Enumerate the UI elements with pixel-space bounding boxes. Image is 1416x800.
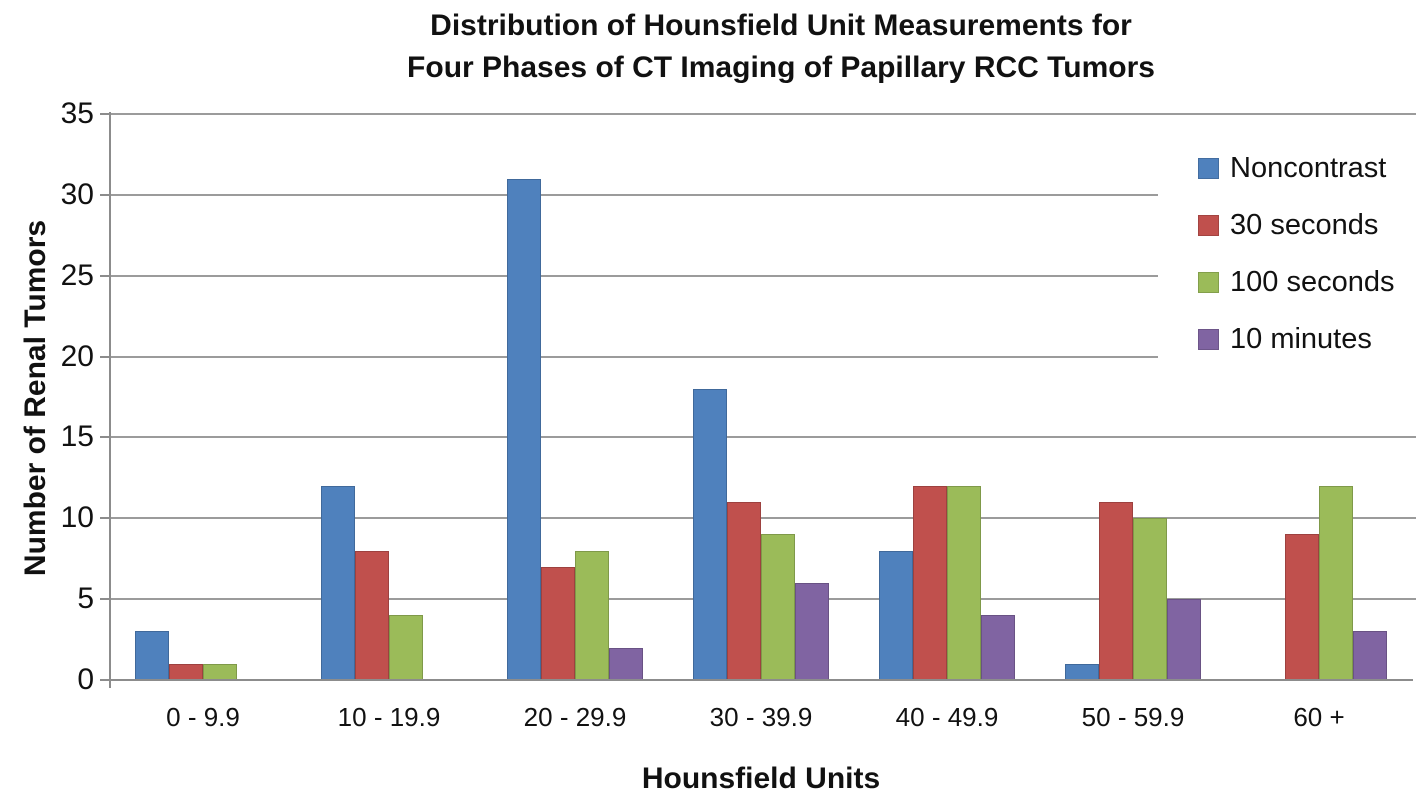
legend-label: 100 seconds — [1230, 266, 1395, 298]
legend-item-noncontrast: Noncontrast — [1198, 152, 1386, 185]
y-tick-label: 25 — [60, 259, 94, 292]
x-tick-label: 30 - 39.9 — [709, 702, 813, 732]
bar-noncontrast-cat5 — [1065, 664, 1099, 680]
bar-noncontrast-cat3 — [693, 389, 727, 680]
x-tick-label: 40 - 49.9 — [895, 702, 999, 732]
y-tick-label: 5 — [77, 582, 94, 615]
bar-100-seconds-cat0 — [203, 664, 237, 680]
bar-10-minutes-cat2 — [609, 648, 643, 680]
legend-label: Noncontrast — [1230, 152, 1387, 184]
legend: Noncontrast 30 seconds 100 seconds 10 minut… — [1158, 120, 1416, 388]
bar-100-seconds-cat4 — [947, 486, 981, 680]
bar-30-seconds-cat1 — [355, 551, 389, 680]
bar-noncontrast-cat0 — [135, 631, 169, 680]
x-axis-line — [109, 679, 1413, 681]
x-axis-title: Hounsfield Units — [641, 762, 881, 795]
bar-noncontrast-cat1 — [321, 486, 355, 680]
y-tick-label: 10 — [60, 501, 94, 534]
y-axis-tick — [100, 275, 110, 277]
gridline — [110, 517, 1416, 519]
legend-item-100-seconds: 100 seconds — [1198, 266, 1394, 299]
legend-label: 30 seconds — [1230, 209, 1379, 241]
bar-30-seconds-cat0 — [169, 664, 203, 680]
y-axis-tick — [100, 356, 110, 358]
bar-100-seconds-cat3 — [761, 534, 795, 680]
bar-30-seconds-cat5 — [1099, 502, 1133, 680]
bar-100-seconds-cat2 — [575, 551, 609, 680]
legend-swatch-icon — [1198, 272, 1219, 293]
x-tick-label: 50 - 59.9 — [1081, 702, 1185, 732]
y-axis-tick — [100, 194, 110, 196]
y-axis-tick — [100, 113, 110, 115]
y-axis-tick — [100, 679, 110, 681]
bar-100-seconds-cat6 — [1319, 486, 1353, 680]
legend-swatch-icon — [1198, 215, 1219, 236]
y-tick-label: 0 — [77, 663, 94, 696]
bar-noncontrast-cat2 — [507, 179, 541, 680]
y-tick-label: 20 — [60, 340, 94, 373]
y-axis-tick — [100, 436, 110, 438]
legend-swatch-icon — [1198, 329, 1219, 350]
x-tick-label: 20 - 29.9 — [523, 702, 627, 732]
bar-noncontrast-cat4 — [879, 551, 913, 680]
chart-title-line2: Four Phases of CT Imaging of Papillary R… — [407, 51, 1155, 84]
gridline — [110, 356, 1416, 358]
y-tick-label: 30 — [60, 178, 94, 211]
x-tick-label: 60 + — [1293, 702, 1345, 732]
chart-title: Distribution of Hounsfield Unit Measurem… — [407, 5, 1155, 89]
y-tick-label: 35 — [60, 97, 94, 130]
legend-item-30-seconds: 30 seconds — [1198, 209, 1378, 242]
legend-swatch-icon — [1198, 158, 1219, 179]
bar-30-seconds-cat4 — [913, 486, 947, 680]
y-axis-tick — [100, 517, 110, 519]
y-axis-tick — [100, 598, 110, 600]
legend-label: 10 minutes — [1230, 323, 1372, 355]
bar-10-minutes-cat4 — [981, 615, 1015, 680]
x-tick-label: 10 - 19.9 — [337, 702, 441, 732]
y-axis-line — [109, 112, 111, 688]
bar-30-seconds-cat6 — [1285, 534, 1319, 680]
gridline — [110, 436, 1416, 438]
gridline — [110, 275, 1416, 277]
bar-10-minutes-cat5 — [1167, 599, 1201, 680]
bar-10-minutes-cat6 — [1353, 631, 1387, 680]
bar-100-seconds-cat5 — [1133, 518, 1167, 680]
y-tick-label: 15 — [60, 420, 94, 453]
legend-item-10-minutes: 10 minutes — [1198, 323, 1372, 356]
bar-100-seconds-cat1 — [389, 615, 423, 680]
bar-30-seconds-cat2 — [541, 567, 575, 680]
gridline — [110, 194, 1416, 196]
gridline — [110, 113, 1416, 115]
bar-10-minutes-cat3 — [795, 583, 829, 680]
x-tick-label: 0 - 9.9 — [166, 702, 240, 732]
bar-30-seconds-cat3 — [727, 502, 761, 680]
chart-title-line1: Distribution of Hounsfield Unit Measurem… — [430, 9, 1132, 42]
